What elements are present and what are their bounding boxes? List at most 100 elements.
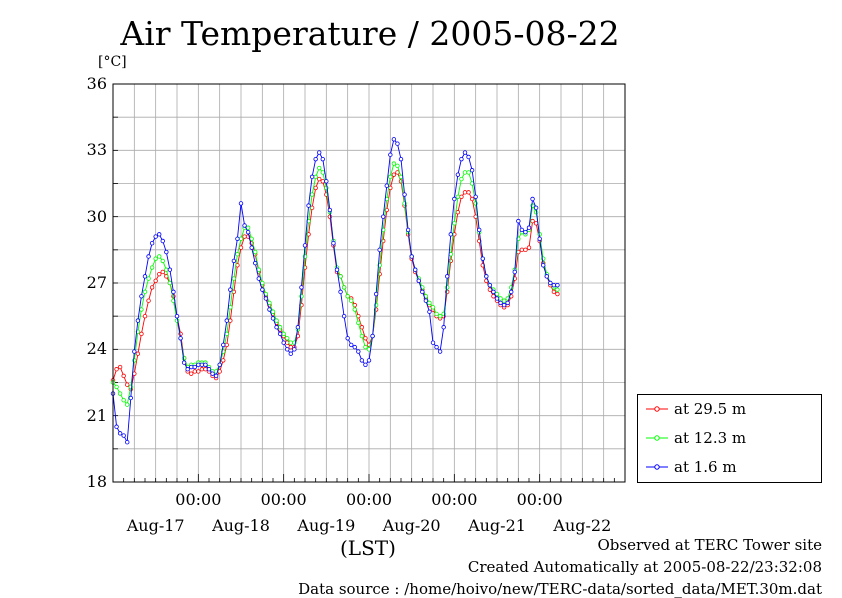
legend-label: at 12.3 m [674, 429, 747, 447]
data-point [203, 362, 208, 368]
data-point [356, 320, 361, 325]
data-point [285, 347, 290, 352]
data-point [473, 194, 478, 199]
data-point [320, 179, 325, 184]
data-point [405, 227, 411, 233]
data-point [551, 283, 557, 288]
data-point [555, 283, 560, 288]
data-point [306, 203, 311, 208]
data-point [455, 210, 461, 215]
data-point [345, 336, 350, 341]
x-tick-label-time: 00:00 [345, 490, 393, 509]
data-point [302, 243, 308, 248]
data-point [317, 150, 322, 155]
data-point [313, 185, 318, 191]
data-point [437, 349, 443, 354]
data-point [391, 137, 397, 142]
data-point [260, 280, 265, 286]
data-point [384, 183, 389, 188]
data-point [541, 263, 546, 268]
data-point [238, 201, 244, 206]
data-point [199, 367, 205, 372]
data-point [292, 347, 297, 352]
data-point [231, 258, 237, 264]
data-point [352, 307, 357, 312]
data-point [260, 287, 265, 292]
data-point [281, 331, 286, 337]
data-point [146, 254, 151, 259]
data-point [345, 294, 350, 299]
y-tick-label: 24 [86, 339, 107, 359]
data-point [132, 349, 137, 354]
data-point [142, 289, 148, 295]
data-point [285, 340, 290, 345]
data-point [249, 236, 254, 241]
data-point [121, 373, 126, 379]
data-point [164, 267, 169, 272]
data-point [213, 373, 219, 379]
x-axis-label: (LST) [340, 536, 396, 560]
data-point [363, 362, 368, 368]
y-tick-label: 21 [86, 405, 107, 425]
data-point [530, 196, 535, 202]
y-tick-label: 30 [86, 206, 107, 226]
x-tick-label-date: Aug-18 [212, 516, 270, 535]
y-tick-label: 33 [86, 140, 107, 160]
chart-title: Air Temperature / 2005-08-22 [120, 14, 620, 53]
data-point [526, 245, 532, 250]
data-point [114, 384, 119, 390]
data-point [245, 229, 251, 235]
data-point [135, 351, 141, 356]
data-point [117, 431, 123, 436]
data-point [270, 316, 276, 321]
data-point [142, 274, 148, 279]
data-point [238, 236, 244, 241]
series-layer [110, 137, 560, 445]
legend-marker-red [646, 406, 668, 412]
legend-item-1-6m: at 1.6 m [646, 458, 737, 476]
data-point [487, 283, 493, 288]
x-tick-label-date: Aug-21 [468, 516, 526, 535]
data-point [352, 344, 357, 350]
data-point [434, 311, 439, 317]
data-point [501, 302, 507, 308]
data-point [324, 179, 329, 184]
data-point [235, 236, 240, 241]
data-point [277, 331, 283, 337]
data-point [466, 190, 471, 195]
data-point [448, 232, 453, 237]
data-point [423, 298, 429, 303]
data-point [519, 247, 525, 253]
data-point [498, 300, 503, 306]
plot-frame [112, 83, 626, 483]
data-point [157, 254, 162, 259]
x-tick-label-date: Aug-22 [553, 516, 612, 535]
data-point [192, 364, 197, 370]
data-point [334, 267, 340, 272]
data-point [555, 287, 560, 292]
x-tick-label-time: 00:00 [260, 490, 307, 509]
data-point [498, 296, 503, 301]
legend-marker-blue [646, 464, 668, 470]
data-point [466, 170, 471, 175]
data-point [295, 325, 301, 330]
data-point [420, 289, 425, 295]
x-tick-label-time: 00:00 [175, 490, 222, 509]
data-point [437, 313, 443, 319]
data-point [530, 218, 535, 224]
data-point [544, 274, 549, 279]
data-point [341, 313, 347, 319]
data-point [491, 289, 496, 295]
data-point [267, 307, 272, 312]
data-point [171, 289, 176, 295]
data-point [157, 271, 162, 277]
data-point [338, 274, 343, 279]
data-point [153, 234, 158, 239]
data-point [221, 358, 226, 363]
data-point [501, 298, 507, 303]
data-point [370, 333, 375, 339]
data-point [228, 305, 233, 310]
data-point [125, 440, 130, 445]
data-point [114, 424, 119, 429]
footer-created: Created Automatically at 2005-08-22/23:3… [467, 558, 822, 576]
